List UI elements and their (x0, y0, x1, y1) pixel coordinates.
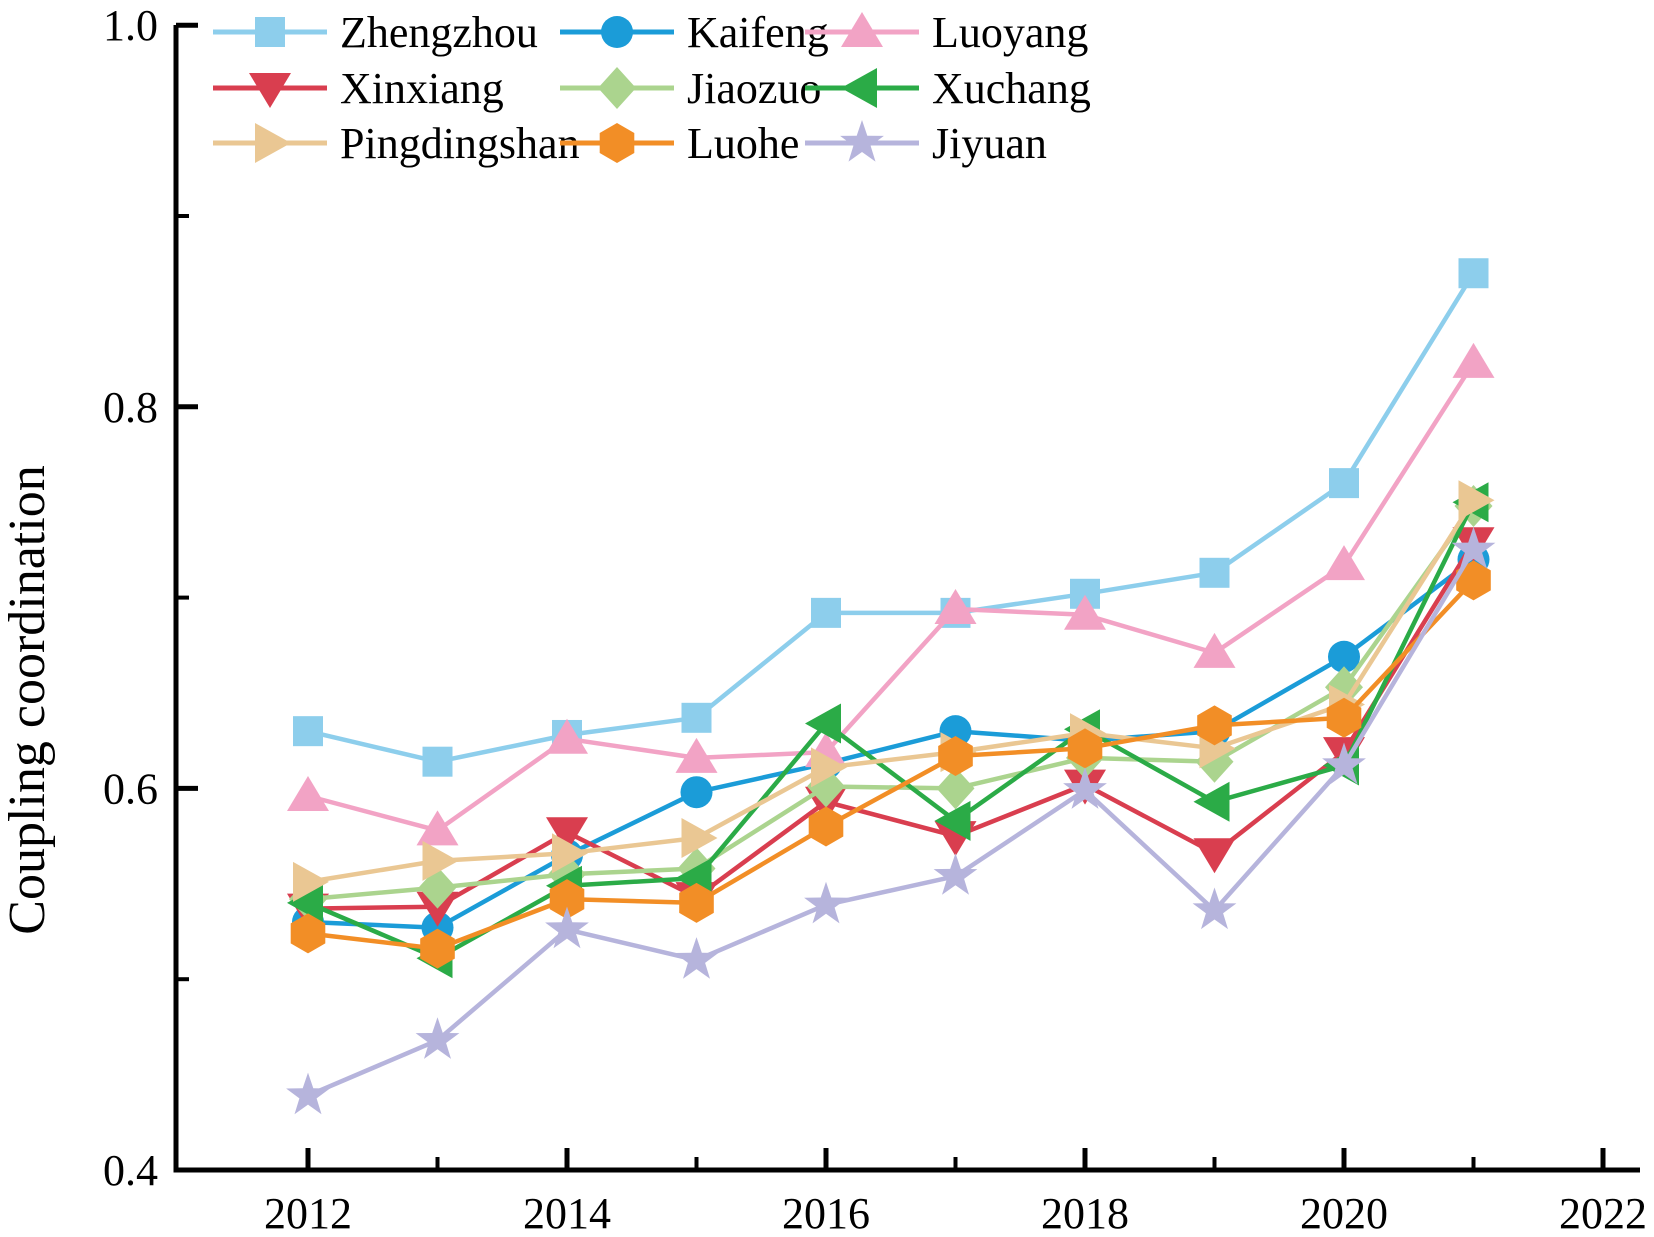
data-point-zhengzhou-2021 (1458, 258, 1489, 289)
legend-label-pingdingshan: Pingdingshan (340, 119, 580, 168)
data-point-jiyuan-2019 (1192, 887, 1237, 930)
data-point-jiyuan-2015 (674, 937, 719, 979)
data-point-zhengzhou-2015 (681, 702, 712, 733)
data-point-xinxiang-2014 (546, 817, 588, 853)
y-axis-title: Coupling coordination (0, 465, 56, 934)
data-point-luohe-2021 (1456, 560, 1491, 601)
legend-marker-star-jiyuan (840, 120, 884, 162)
series-line-zhengzhou (305, 270, 1476, 764)
data-point-zhengzhou-2013 (422, 746, 453, 777)
data-point-luohe-2015 (679, 882, 714, 923)
y-tick-label: 0.4 (103, 1146, 158, 1195)
data-point-luohe-2013 (420, 928, 455, 969)
legend-label-zhengzhou: Zhengzhou (340, 8, 538, 57)
data-point-jiyuan-2016 (804, 881, 848, 924)
series-line-jiyuan (305, 547, 1476, 1098)
legend-marker-triangle-left-xuchang (841, 68, 877, 108)
series-line-luohe (305, 578, 1476, 951)
data-point-zhengzhou-2012 (293, 716, 323, 747)
data-point-luohe-2019 (1197, 705, 1232, 746)
data-point-jiyuan-2020 (1322, 742, 1366, 785)
series-line-pingdingshan (305, 498, 1476, 885)
data-point-kaifeng-2015 (680, 776, 713, 809)
data-point-luohe-2017 (938, 735, 973, 776)
legend-label-jiyuan: Jiyuan (932, 119, 1047, 168)
data-point-luoyang-2021 (1452, 342, 1495, 378)
data-point-zhengzhou-2019 (1199, 557, 1230, 588)
data-point-luoyang-2018 (1064, 594, 1106, 630)
data-point-luoyang-2013 (416, 810, 459, 846)
data-point-zhengzhou-2016 (811, 597, 841, 628)
data-point-jiyuan-2012 (286, 1072, 330, 1115)
data-point-luohe-2020 (1326, 697, 1362, 738)
data-point-luoyang-2020 (1323, 545, 1365, 581)
data-point-luoyang-2015 (675, 737, 718, 773)
legend-marker-triangle-up-luoyang (841, 12, 883, 47)
legend-marker-diamond-jiaozuo (598, 67, 636, 109)
data-point-pingdingshan-2012 (293, 861, 329, 902)
data-point-kaifeng-2020 (1328, 640, 1360, 673)
data-point-luoyang-2019 (1193, 632, 1236, 668)
data-point-xuchang-2012 (287, 882, 323, 923)
y-tick-label: 0.8 (103, 383, 158, 432)
x-tick-label: 2022 (1559, 1189, 1647, 1237)
data-point-jiaozuo-2017 (936, 767, 975, 810)
legend-label-luoyang: Luoyang (932, 8, 1088, 57)
data-point-jiyuan-2017 (933, 853, 978, 895)
data-point-pingdingshan-2014 (552, 833, 588, 874)
data-point-pingdingshan-2015 (681, 818, 718, 859)
data-point-luohe-2018 (1067, 728, 1103, 769)
x-tick-label: 2016 (782, 1189, 870, 1237)
data-point-xinxiang-2013 (416, 891, 459, 927)
data-point-xuchang-2017 (934, 800, 971, 841)
legend-marker-circle-kaifeng (601, 16, 633, 48)
data-point-jiyuan-2014 (545, 906, 589, 949)
data-point-xuchang-2016 (805, 703, 841, 744)
legend-marker-triangle-down-xinxiang (249, 73, 291, 108)
data-point-luoyang-2017 (934, 589, 977, 625)
data-point-luoyang-2012 (287, 776, 329, 812)
data-point-luohe-2012 (290, 913, 326, 954)
data-point-pingdingshan-2013 (422, 840, 459, 881)
data-point-luoyang-2014 (546, 718, 588, 754)
legend-marker-triangle-right-pingdingshan (255, 123, 291, 163)
x-tick-label: 2012 (264, 1189, 352, 1237)
legend-label-xinxiang: Xinxiang (340, 64, 504, 113)
y-tick-label: 0.6 (103, 764, 158, 813)
data-point-pingdingshan-2016 (811, 747, 847, 788)
x-tick-label: 2014 (523, 1189, 611, 1237)
data-point-pingdingshan-2021 (1458, 480, 1495, 521)
data-point-xuchang-2019 (1193, 781, 1230, 822)
x-tick-label: 2020 (1300, 1189, 1388, 1237)
legend-label-luohe: Luohe (687, 119, 799, 168)
data-point-xinxiang-2019 (1193, 838, 1236, 874)
legend-label-xuchang: Xuchang (932, 64, 1091, 113)
data-point-jiyuan-2021 (1451, 526, 1496, 569)
data-point-luohe-2014 (549, 879, 585, 920)
data-point-jiyuan-2018 (1063, 767, 1107, 809)
series-line-xinxiang (305, 540, 1476, 911)
series-line-jiaozuo (305, 503, 1476, 902)
legend-marker-square-zhengzhou (255, 17, 285, 47)
data-point-luohe-2016 (808, 806, 844, 847)
y-tick-label: 1.0 (103, 1, 158, 50)
series-line-kaifeng (305, 557, 1476, 930)
series-line-luoyang (305, 360, 1476, 833)
legend-label-jiaozuo: Jiaozuo (687, 64, 821, 113)
x-tick-label: 2018 (1041, 1189, 1129, 1237)
data-point-zhengzhou-2020 (1329, 468, 1359, 499)
data-point-jiyuan-2013 (415, 1017, 460, 1059)
legend-marker-hexagon-luohe (599, 123, 635, 163)
